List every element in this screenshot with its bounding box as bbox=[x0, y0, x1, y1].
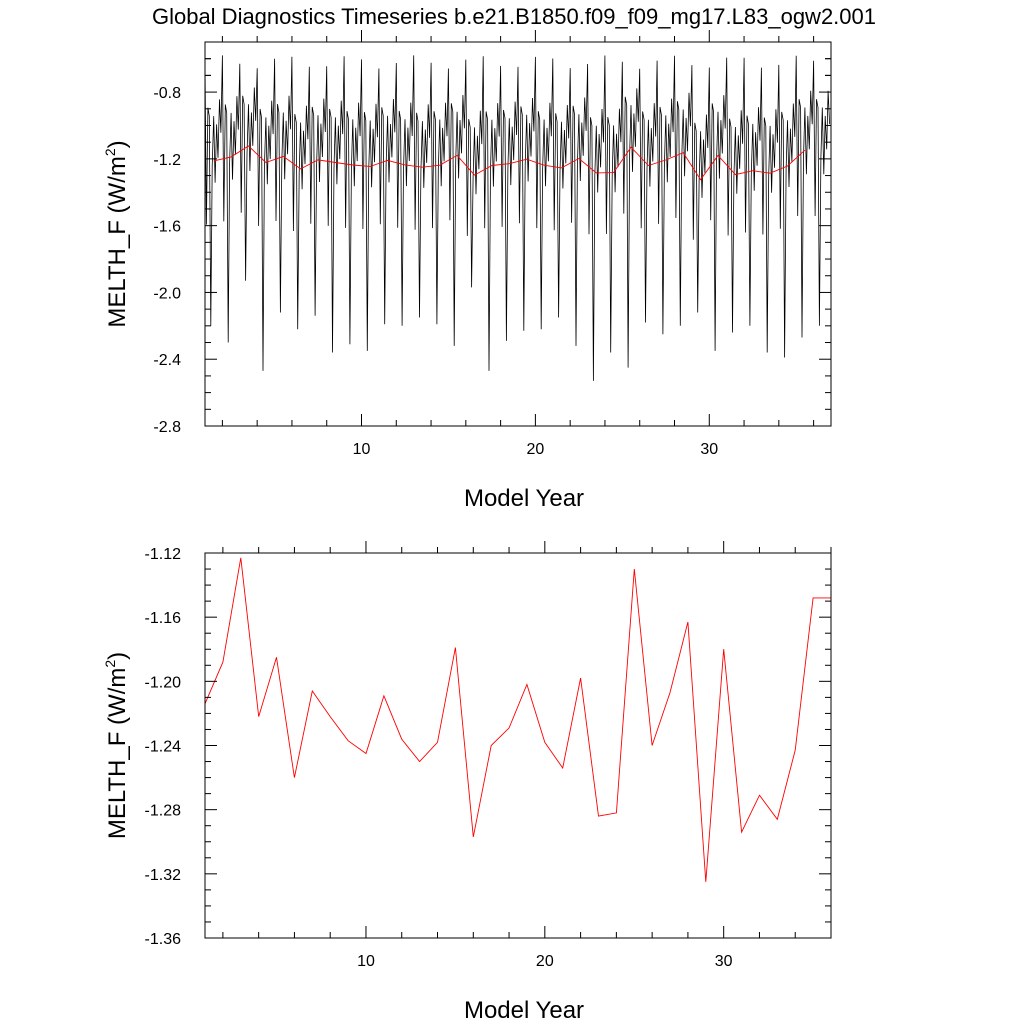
x-axis-label: Model Year bbox=[464, 485, 584, 512]
y-tick-label: -1.24 bbox=[145, 739, 182, 756]
y-tick-label: -2.0 bbox=[153, 285, 181, 302]
y-tick-label: -1.6 bbox=[153, 219, 181, 236]
bottom-panel: 10 20 30 -1.36 -1.32 -1.28 -1.24 -1.20 -1.16 -1.1… bbox=[102, 541, 832, 1024]
y-tick-label: -1.20 bbox=[145, 674, 182, 691]
monthly-series-line bbox=[205, 55, 830, 381]
y-axis-label: MELTH_F (W/m2) bbox=[102, 652, 131, 839]
y-tick-label: -2.8 bbox=[153, 419, 181, 436]
chart-title: Global Diagnostics Timeseries b.e21.B185… bbox=[152, 4, 876, 29]
plot-frame bbox=[204, 552, 832, 939]
plot-frame bbox=[204, 41, 832, 427]
x-tick-label: 30 bbox=[700, 441, 718, 458]
x-tick-label: 20 bbox=[536, 953, 554, 970]
y-tick-label: -1.32 bbox=[145, 867, 182, 884]
x-tick-label: 10 bbox=[357, 953, 375, 970]
top-panel: 10 20 30 -2.8 -2.4 -2.0 -1.6 -1.2 -0.8 Model Year… bbox=[102, 30, 832, 512]
x-tick-label: 20 bbox=[526, 441, 544, 458]
y-tick-label: -1.12 bbox=[145, 546, 182, 563]
annual-mean-series-line bbox=[205, 557, 831, 882]
x-tick-label: 30 bbox=[715, 953, 733, 970]
x-axis-label: Model Year bbox=[464, 997, 584, 1024]
y-axis-label: MELTH_F (W/m2) bbox=[102, 140, 131, 327]
y-tick-label: -0.8 bbox=[153, 85, 181, 102]
y-tick-label: -1.16 bbox=[145, 610, 182, 627]
x-tick-label: 10 bbox=[353, 441, 371, 458]
y-tick-label: -1.36 bbox=[145, 931, 182, 948]
annual-mean-series-line bbox=[213, 145, 806, 181]
y-tick-label: -1.2 bbox=[153, 152, 181, 169]
y-tick-label: -1.28 bbox=[145, 803, 182, 820]
y-tick-label: -2.4 bbox=[153, 352, 181, 369]
